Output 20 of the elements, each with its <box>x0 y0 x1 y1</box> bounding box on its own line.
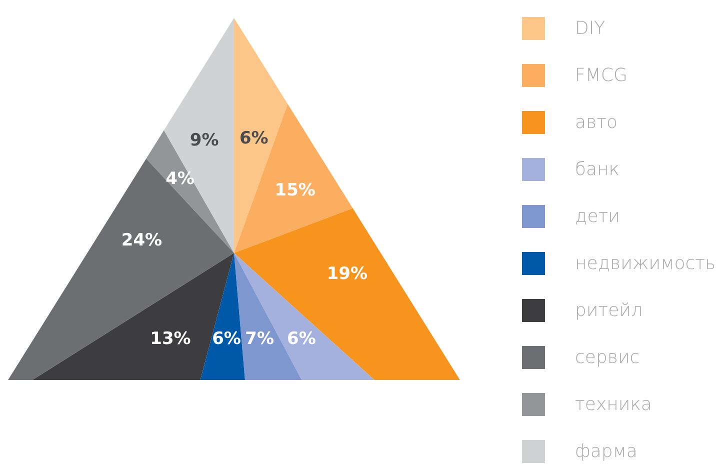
legend-label: сервис <box>575 347 640 368</box>
data-label: 4% <box>166 169 194 190</box>
legend-label: ритейл <box>575 300 643 321</box>
legend-label: FMCG <box>575 65 628 86</box>
data-label: 24% <box>121 230 162 250</box>
legend-label: дети <box>575 206 620 227</box>
data-label: 15% <box>274 180 316 200</box>
data-label: 7% <box>245 328 274 349</box>
legend-label: техника <box>575 394 652 415</box>
data-label: 6% <box>239 128 268 149</box>
data-label: 6% <box>286 328 316 349</box>
legend-label: фарма <box>575 441 638 462</box>
data-label: 19% <box>326 264 368 284</box>
data-label: 6% <box>212 328 241 349</box>
legend-label: банк <box>575 159 620 180</box>
legend-label: авто <box>575 112 618 133</box>
legend-label: DIY <box>575 18 606 39</box>
legend-label: недвижимость <box>575 253 716 274</box>
data-label: 13% <box>150 328 191 349</box>
data-label: 9% <box>190 130 219 151</box>
